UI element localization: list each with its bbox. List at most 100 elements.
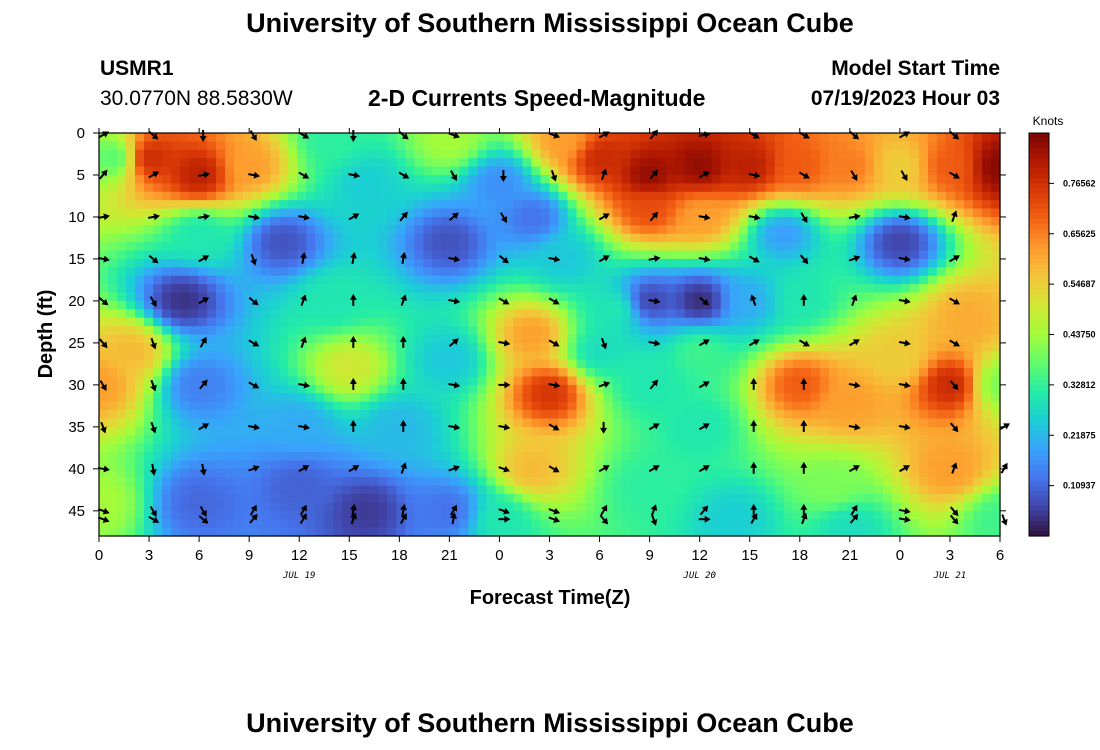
heat-cell (504, 275, 515, 285)
heat-cell (153, 158, 163, 168)
arrow-head (303, 213, 311, 221)
heat-cell (414, 166, 424, 176)
heat-cell (333, 418, 343, 428)
heat-cell (306, 452, 316, 462)
heat-cell (765, 342, 776, 352)
heat-cell (981, 200, 992, 210)
heat-cell (666, 443, 677, 453)
heat-cell (783, 300, 794, 310)
heat-cell (387, 275, 397, 285)
heat-cell (324, 468, 334, 478)
heat-cell (468, 326, 479, 336)
heat-cell (558, 342, 569, 352)
heat-cell (603, 141, 614, 151)
heat-cell (576, 477, 587, 487)
heat-cell (126, 401, 136, 411)
heat-cell (450, 376, 460, 386)
heat-cell (99, 174, 109, 184)
heat-cell (630, 208, 641, 218)
heat-cell (486, 443, 497, 453)
heat-cell (243, 384, 253, 394)
heat-cell (657, 519, 668, 529)
heat-cell (909, 267, 920, 277)
heat-cell (900, 460, 911, 470)
heat-cell (810, 418, 821, 428)
heat-cell (360, 300, 370, 310)
heat-cell (873, 435, 884, 445)
heat-cell (423, 510, 433, 520)
heat-cell (576, 502, 587, 512)
heat-cell (729, 191, 740, 201)
heat-cell (432, 191, 442, 201)
heat-cell (765, 174, 776, 184)
heat-cell (180, 435, 190, 445)
heat-cell (774, 133, 785, 142)
heat-cell (774, 368, 785, 378)
heat-cell (630, 284, 641, 294)
current-arrow (698, 171, 710, 179)
heat-cell (522, 426, 533, 436)
heat-cell (423, 208, 433, 218)
heat-cell (333, 275, 343, 285)
heat-cell (972, 326, 983, 336)
heat-cell (783, 334, 794, 344)
heat-cell (891, 527, 902, 537)
heat-cell (720, 174, 731, 184)
heat-cell (540, 267, 551, 277)
heat-cell (342, 250, 352, 260)
heat-cell (657, 166, 668, 176)
heat-cell (792, 334, 803, 344)
heat-cell (459, 225, 470, 235)
heat-cell (306, 368, 316, 378)
heat-cell (162, 502, 172, 512)
heat-cell (207, 418, 217, 428)
heat-cell (972, 300, 983, 310)
heat-cell (630, 468, 641, 478)
heat-cell (549, 376, 560, 386)
heat-cell (513, 200, 524, 210)
heat-cell (414, 460, 424, 470)
heat-cell (864, 443, 875, 453)
heat-cell (549, 401, 560, 411)
heat-cell (639, 250, 650, 260)
heat-cell (351, 267, 361, 277)
heat-cell (846, 351, 857, 361)
heat-cell (963, 368, 974, 378)
heat-cell (828, 216, 839, 226)
heat-cell (576, 284, 587, 294)
heatmap-cells (99, 133, 1001, 537)
heat-cell (297, 376, 307, 386)
heat-cell (378, 300, 388, 310)
heat-cell (729, 435, 740, 445)
heat-cell (360, 200, 370, 210)
heat-cell (765, 284, 776, 294)
heat-cell (414, 494, 424, 504)
heat-cell (639, 410, 650, 420)
heat-cell (729, 275, 740, 285)
heat-cell (459, 426, 470, 436)
heat-cell (144, 292, 154, 302)
heat-cell (828, 267, 839, 277)
heat-cell (621, 317, 632, 327)
heat-cell (882, 477, 893, 487)
heat-cell (387, 351, 397, 361)
heat-cell (864, 426, 875, 436)
heat-cell (504, 452, 515, 462)
heat-cell (801, 292, 812, 302)
heat-cell (927, 334, 938, 344)
heat-cell (774, 326, 785, 336)
heat-cell (801, 460, 812, 470)
heat-cell (711, 510, 722, 520)
heat-cell (873, 284, 884, 294)
heat-cell (207, 494, 217, 504)
heat-cell (396, 275, 406, 285)
heat-cell (144, 401, 154, 411)
heat-cell (225, 393, 235, 403)
heat-cell (252, 368, 262, 378)
heat-cell (567, 368, 578, 378)
heat-cell (927, 174, 938, 184)
current-arrow (148, 171, 160, 179)
heat-cell (459, 267, 470, 277)
heat-cell (612, 284, 623, 294)
heat-cell (342, 510, 352, 520)
